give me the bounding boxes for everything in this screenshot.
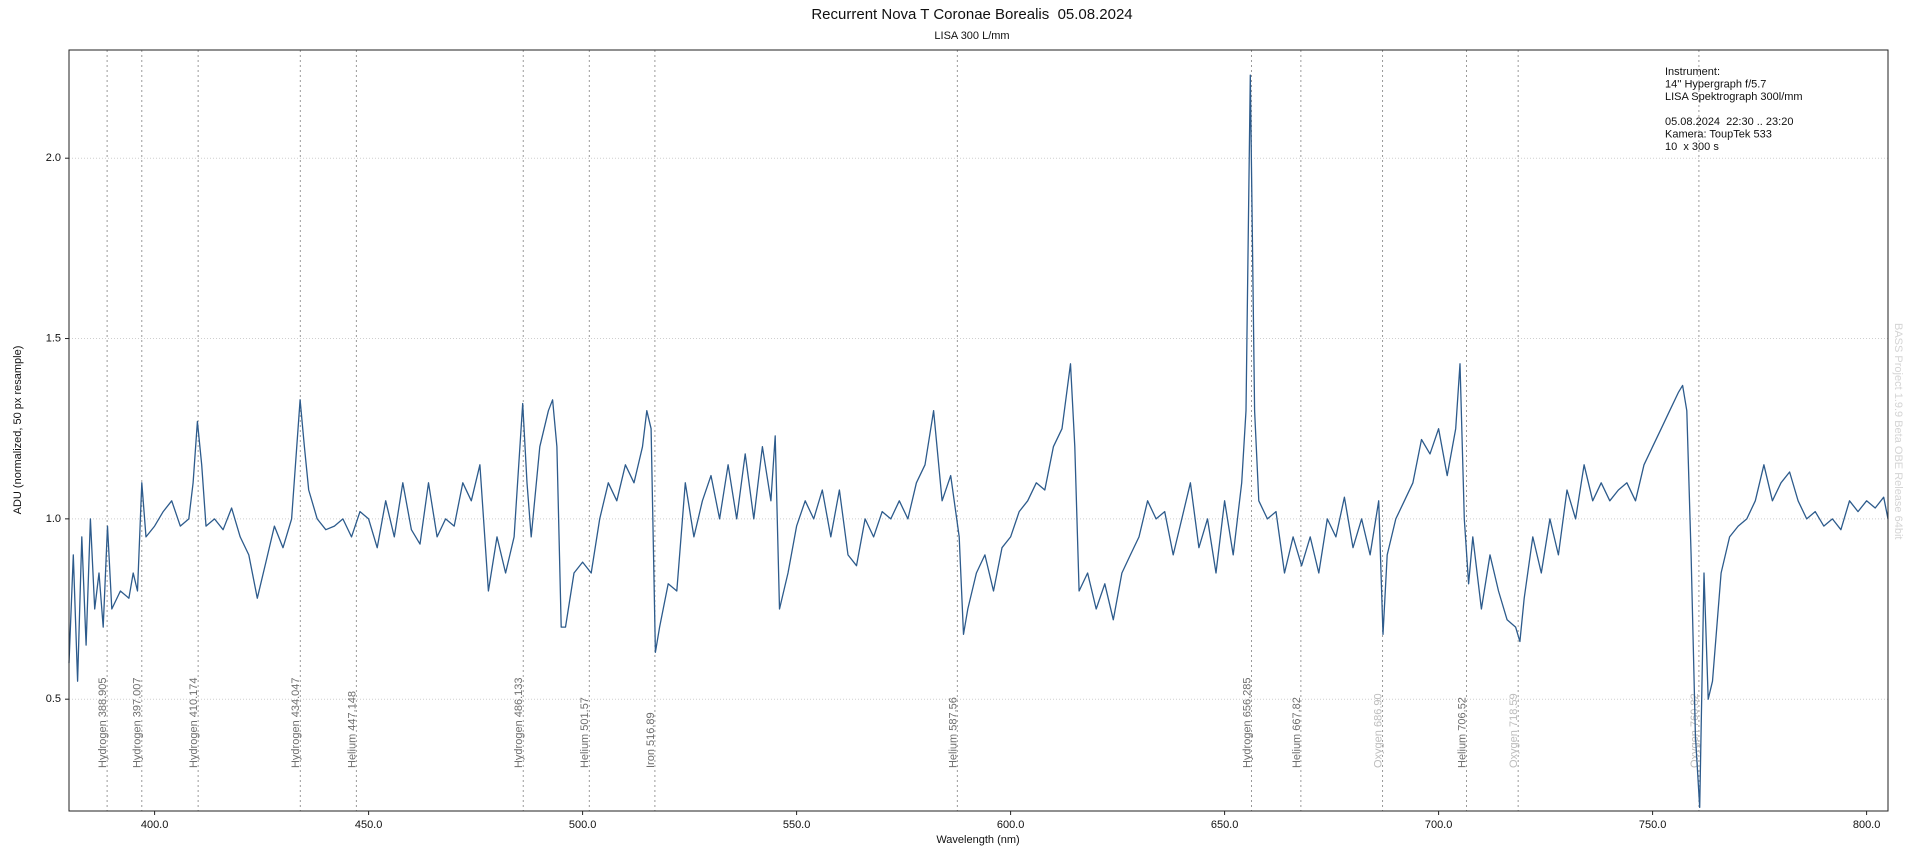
element-label: Hydrogen 434.047 (290, 677, 302, 768)
x-tick-label: 650.0 (1211, 819, 1239, 831)
annotation-text: Instrument: (1665, 66, 1720, 78)
y-tick-label: 0.5 (46, 693, 61, 705)
element-label: Helium 587.56 (947, 697, 959, 768)
element-label: Hydrogen 486.133 (513, 677, 525, 768)
element-label: Helium 706.52 (1456, 697, 1468, 768)
chart-subtitle: LISA 300 L/mm (934, 30, 1009, 42)
x-tick-label: 750.0 (1639, 819, 1667, 831)
y-tick-label: 1.5 (46, 332, 61, 344)
annotation-text: Kamera: ToupTek 533 (1665, 128, 1772, 140)
element-label: Helium 501.57 (579, 697, 591, 768)
spectrum-line (68, 74, 1889, 809)
element-label: Iron 516.89 (645, 712, 657, 768)
x-tick-label: 550.0 (783, 819, 811, 831)
x-tick-label: 800.0 (1853, 819, 1881, 831)
x-tick-label: 400.0 (141, 819, 169, 831)
x-tick-label: 700.0 (1425, 819, 1453, 831)
x-tick-label: 600.0 (997, 819, 1025, 831)
x-tick-label: 450.0 (355, 819, 383, 831)
element-label: Hydrogen 388.905 (97, 677, 109, 768)
watermark: BASS Project 1.9.9 Beta OBE Release 64bi… (1892, 323, 1904, 539)
y-tick-label: 1.0 (46, 513, 61, 525)
plot-frame (68, 49, 1889, 812)
element-label: Hydrogen 656.285 (1241, 677, 1253, 768)
element-label: Helium 447.148 (346, 691, 358, 768)
element-label: Hydrogen 410.174 (188, 677, 200, 768)
y-axis-label: ADU (normalized, 50 px resample) (12, 346, 24, 515)
annotation-text: 10 x 300 s (1665, 141, 1719, 153)
annotation-text: 14'' Hypergraph f/5.7 (1665, 78, 1766, 90)
element-label: Hydrogen 397.007 (132, 677, 144, 768)
element-label: Helium 667.82 (1291, 697, 1303, 768)
chart-title: Recurrent Nova T Coronae Borealis 05.08.… (811, 6, 1132, 23)
annotation-text: 05.08.2024 22:30 .. 23:20 (1665, 116, 1793, 128)
element-label: Oxygen 686.90 (1372, 693, 1384, 768)
element-label: Oxygen 718.59 (1508, 693, 1520, 768)
x-tick-label: 500.0 (569, 819, 597, 831)
annotation-text: LISA Spektrograph 300l/mm (1665, 91, 1803, 103)
y-tick-label: 2.0 (46, 152, 61, 164)
x-axis-label: Wavelength (nm) (936, 834, 1019, 846)
